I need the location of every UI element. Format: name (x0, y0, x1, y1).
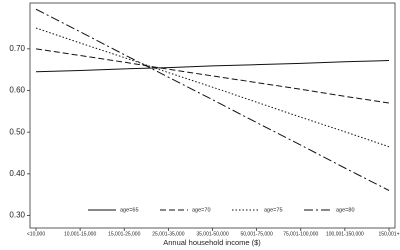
y-tick-label: 0.50 (9, 127, 25, 136)
y-tick-label: 0.30 (9, 211, 25, 220)
y-tick-label: 0.70 (9, 44, 25, 53)
legend-label: age=70 (192, 207, 211, 213)
legend-label: age=65 (120, 207, 139, 213)
x-axis-title: Annual household income ($) (163, 238, 261, 247)
x-tick-label: 100,001-150,000 (326, 231, 364, 237)
x-tick-label: 25,001-35,000 (152, 231, 184, 237)
series-line (35, 60, 390, 73)
y-tick-label: 0.60 (9, 86, 25, 95)
series-line (35, 48, 390, 104)
x-tick-label: 150,001+ (379, 231, 400, 237)
x-tick-label: 15,001-25,000 (108, 231, 140, 237)
plot-frame (29, 2, 396, 229)
series-line (35, 8, 390, 191)
y-tick-label: 0.40 (9, 169, 25, 178)
x-tick-label: 75,001-100,000 (283, 231, 318, 237)
x-tick-label: 35,001-50,000 (196, 231, 228, 237)
legend-label: age=80 (336, 207, 355, 213)
x-tick-label: 50,001-75,000 (240, 231, 272, 237)
x-tick-label: <10,000 (27, 231, 45, 237)
legend-label: age=75 (264, 207, 283, 213)
x-tick-label: 10,001-15,000 (64, 231, 96, 237)
series-line (35, 27, 390, 148)
